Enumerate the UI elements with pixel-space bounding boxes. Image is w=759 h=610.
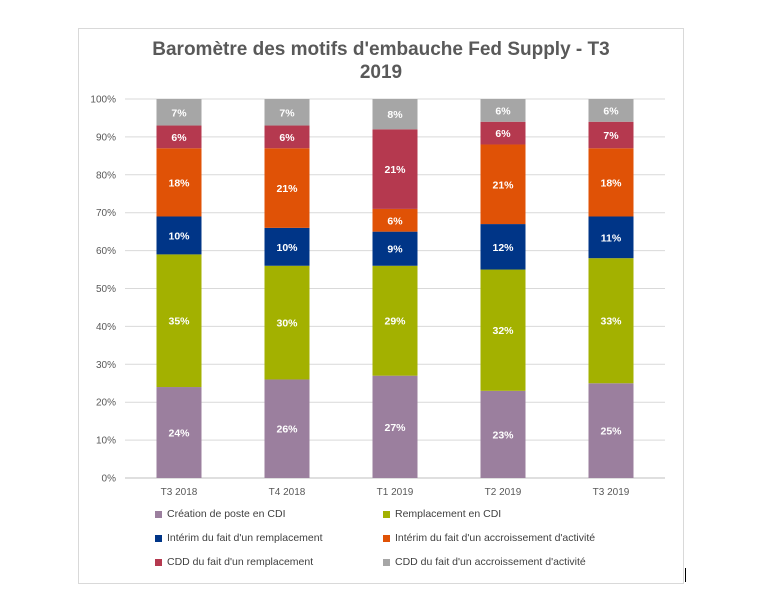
bar-data-label: 35% [168,316,190,328]
y-tick-label: 100% [90,95,116,106]
bar-data-label: 24% [168,428,190,440]
legend-swatch [155,558,162,566]
bar-segment [480,269,526,391]
bar-segment [372,265,418,376]
y-tick-label: 20% [96,398,116,409]
chart-title-line-1: Baromètre des motifs d'embauche Fed Supp… [152,39,610,60]
bar-segment [264,125,310,149]
legend-item: Intérim du fait d'un accroissement d'act… [383,532,595,544]
bar-data-label: 11% [601,232,622,244]
bar-segment [588,148,634,217]
bar-segment [372,231,418,266]
legend-swatch [383,510,390,518]
bar-data-label: 6% [171,132,187,144]
legend-label: Intérim du fait d'un remplacement [167,532,323,544]
legend-label: Création de poste en CDI [167,508,286,520]
bar-data-label: 18% [600,177,622,189]
bar-data-label: 10% [168,230,190,242]
text-cursor [685,568,686,582]
legend-swatch [155,510,162,518]
x-tick-label: T4 2018 [269,487,306,498]
legend-item: Création de poste en CDI [155,508,285,520]
y-tick-label: 70% [96,208,116,219]
legend-swatch [155,534,162,542]
chart-title: Baromètre des motifs d'embauche Fed Supp… [78,38,684,84]
bar-segment [588,383,634,478]
bar-data-label: 9% [387,244,403,256]
bar-segment [156,216,202,255]
bar-data-label: 7% [603,130,619,142]
bar-data-label: 6% [495,105,511,117]
y-tick-label: 30% [96,360,116,371]
legend-swatch [383,558,390,566]
y-tick-label: 60% [96,246,116,257]
bar-segment [264,227,310,266]
chart-title-line-2: 2019 [359,62,403,83]
bar-segment [588,258,634,384]
x-tick-label: T2 2019 [485,487,522,498]
bar-segment [264,379,310,478]
legend-item: Remplacement en CDI [383,508,501,520]
y-tick-label: 90% [96,132,116,143]
bar-data-label: 6% [603,105,619,117]
bar-segment [588,99,634,122]
legend-item: CDD du fait d'un accroissement d'activit… [383,556,586,568]
bar-segment [480,144,526,225]
bar-data-label: 12% [492,242,514,254]
bar-segment [156,99,202,126]
bar-segment [480,99,526,122]
y-tick-label: 80% [96,170,116,181]
bar-segment [588,121,634,149]
bar-segment [156,387,202,478]
bar-segment [372,99,418,130]
bar-segment [264,99,310,126]
legend-swatch [383,534,390,542]
bar-data-label: 33% [600,316,622,328]
bar-data-label: 18% [168,177,190,189]
bar-segment [480,390,526,478]
bar-segment [264,148,310,228]
legend-label: Intérim du fait d'un accroissement d'act… [395,532,596,544]
bar-data-label: 21% [276,183,298,195]
y-tick-label: 10% [96,436,116,447]
legend-label: CDD du fait d'un accroissement d'activit… [395,556,586,568]
bar-data-label: 29% [384,316,406,328]
bar-segment [480,121,526,145]
bar-data-label: 6% [279,132,295,144]
legend-label: CDD du fait d'un remplacement [167,556,314,568]
bar-segment [156,148,202,217]
bar-data-label: 10% [276,242,298,254]
bar-segment [264,265,310,380]
legend-label: Remplacement en CDI [395,508,502,520]
bar-segment [156,125,202,149]
bar-segment [588,216,634,259]
x-tick-label: T3 2019 [593,487,630,498]
bar-data-label: 21% [492,179,514,191]
bar-segment [372,375,418,478]
bar-data-label: 27% [384,422,406,434]
bar-data-label: 26% [276,424,298,436]
bar-data-label: 7% [279,107,295,119]
bar-data-label: 32% [492,325,514,337]
bar-data-label: 8% [387,109,403,121]
bar-data-label: 21% [384,164,406,176]
x-tick-label: T3 2018 [161,487,198,498]
bar-data-label: 25% [600,426,622,438]
bar-data-label: 23% [492,429,514,441]
bar-segment [372,208,418,232]
bar-data-label: 7% [171,107,187,119]
bar-segment [480,224,526,270]
legend-item: Intérim du fait d'un remplacement [155,532,323,544]
bar-segment [156,254,202,388]
bar-data-label: 6% [387,215,403,227]
x-tick-label: T1 2019 [377,487,414,498]
y-tick-label: 40% [96,322,116,333]
y-tick-label: 0% [102,474,117,485]
bar-segment [372,129,418,209]
legend-item: CDD du fait d'un remplacement [155,556,313,568]
bar-data-label: 30% [276,318,298,330]
y-tick-label: 50% [96,284,116,295]
bar-data-label: 6% [495,128,511,140]
